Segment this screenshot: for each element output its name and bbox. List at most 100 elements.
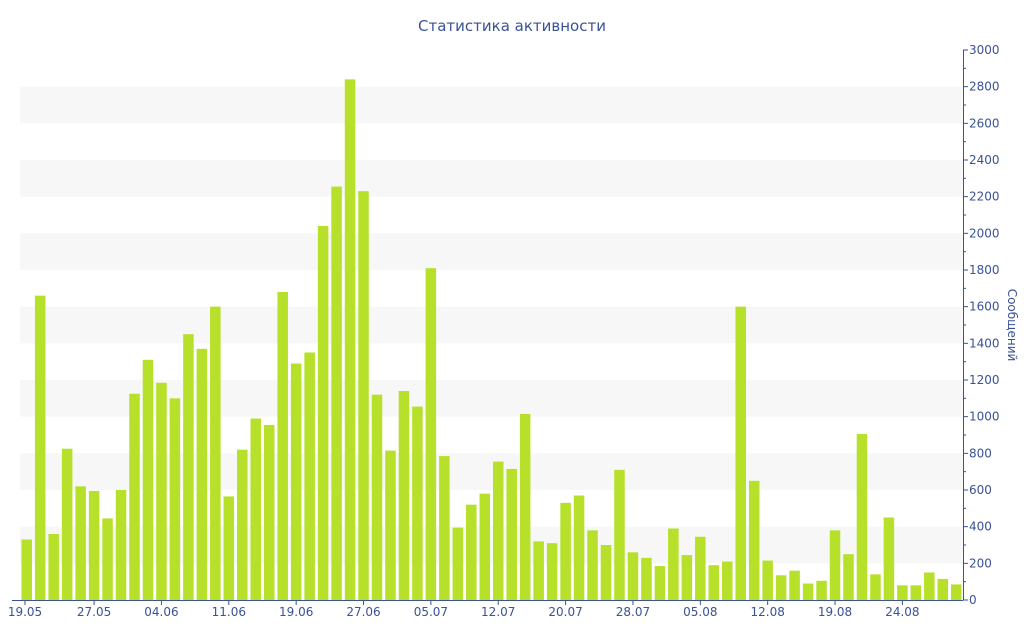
bar xyxy=(681,555,693,600)
x-tick-label: 19.08 xyxy=(818,605,852,619)
bar xyxy=(250,418,262,600)
bar xyxy=(654,566,666,600)
bar xyxy=(843,554,854,600)
bar xyxy=(439,456,450,600)
bar xyxy=(344,79,356,600)
grid-band xyxy=(20,86,963,124)
y-tick-label: 1600 xyxy=(969,300,1000,314)
bar-series xyxy=(21,79,962,601)
bar xyxy=(492,461,504,600)
bar xyxy=(75,486,86,600)
x-tick-label: 11.06 xyxy=(212,605,246,619)
bar xyxy=(223,496,235,600)
bar xyxy=(560,502,571,600)
y-tick-label: 2600 xyxy=(969,116,1000,130)
grid-band xyxy=(20,160,963,197)
bar xyxy=(290,363,302,600)
bar xyxy=(88,490,100,600)
bar xyxy=(883,517,895,600)
bar xyxy=(722,561,733,600)
y-tick-label: 0 xyxy=(969,593,977,607)
bar xyxy=(183,334,194,600)
x-tick-label: 19.05 xyxy=(8,605,42,619)
bar xyxy=(263,424,275,600)
x-tick-label: 27.06 xyxy=(346,605,380,619)
grid-band xyxy=(20,306,963,344)
bar xyxy=(573,495,585,600)
bar xyxy=(277,292,288,600)
bar xyxy=(762,560,773,600)
bar xyxy=(533,541,544,600)
x-tick-label: 20.07 xyxy=(548,605,582,619)
bar xyxy=(695,536,706,600)
bar xyxy=(870,574,881,600)
x-tick-label: 24.08 xyxy=(885,605,919,619)
bar xyxy=(371,394,383,600)
bar xyxy=(412,406,423,600)
y-tick-label: 3000 xyxy=(969,43,1000,57)
x-tick-label: 19.06 xyxy=(279,605,313,619)
bar xyxy=(600,545,612,600)
bar xyxy=(587,530,598,600)
bar xyxy=(156,382,167,600)
bar xyxy=(452,527,464,600)
bar xyxy=(829,530,841,600)
bar xyxy=(479,493,491,600)
y-tick-label: 1800 xyxy=(969,263,1000,277)
bar xyxy=(61,448,73,600)
x-tick-label: 04.06 xyxy=(144,605,178,619)
x-tick-label: 05.07 xyxy=(414,605,448,619)
bar xyxy=(614,469,625,600)
y-tick-label: 1200 xyxy=(969,373,1000,387)
y-tick-label: 2200 xyxy=(969,190,1000,204)
grid-bands xyxy=(20,86,963,564)
bar xyxy=(425,268,437,600)
y-tick-label: 1400 xyxy=(969,336,1000,350)
bar xyxy=(910,585,922,600)
y-tick-label: 200 xyxy=(969,556,992,570)
y-tick-label: 400 xyxy=(969,520,992,534)
bar xyxy=(506,468,517,600)
y-tick-label: 800 xyxy=(969,446,992,460)
bar xyxy=(668,528,679,600)
bar xyxy=(924,572,935,600)
bar xyxy=(129,393,140,600)
bar xyxy=(735,306,746,600)
x-tick-label: 12.08 xyxy=(750,605,784,619)
bar xyxy=(210,306,221,600)
x-tick-label: 27.05 xyxy=(77,605,111,619)
bar xyxy=(102,518,113,600)
y-tick-label: 2000 xyxy=(969,226,1000,240)
bar xyxy=(951,584,962,600)
bar xyxy=(856,434,868,600)
grid-band xyxy=(20,233,963,270)
y-tick-label: 2400 xyxy=(969,153,1000,167)
bar xyxy=(937,578,949,600)
bar xyxy=(775,575,787,600)
x-tick-label: 12.07 xyxy=(481,605,515,619)
bar xyxy=(331,186,342,600)
chart-title: Статистика активности xyxy=(418,17,606,35)
bar xyxy=(748,480,760,600)
bar xyxy=(627,552,639,600)
y-tick-label: 2800 xyxy=(969,80,1000,94)
bar xyxy=(519,413,531,600)
bar xyxy=(358,191,369,601)
bar xyxy=(196,348,208,600)
y-tick-label: 1000 xyxy=(969,410,1000,424)
bar xyxy=(237,449,248,600)
bar xyxy=(34,295,46,600)
bar xyxy=(21,539,32,600)
x-tick-label: 05.08 xyxy=(683,605,717,619)
bar xyxy=(115,490,127,600)
bar xyxy=(546,543,558,600)
bar xyxy=(385,450,396,600)
bar xyxy=(802,583,814,600)
bar xyxy=(789,570,800,600)
x-tick-label: 28.07 xyxy=(616,605,650,619)
bar xyxy=(641,557,652,600)
bar xyxy=(169,398,181,600)
bar xyxy=(708,565,720,600)
y-tick-label: 600 xyxy=(969,483,992,497)
